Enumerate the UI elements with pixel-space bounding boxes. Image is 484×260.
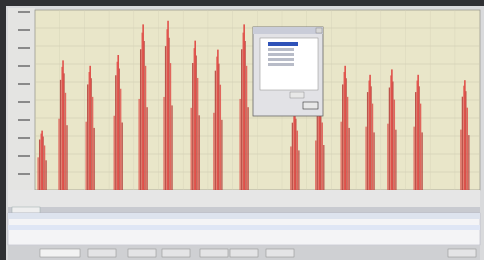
table-row[interactable] [8, 225, 480, 230]
dialog-ok-button[interactable] [303, 102, 318, 109]
toolbar-button[interactable] [200, 249, 228, 257]
page: (() => { const data = JSON.parse(documen… [0, 0, 484, 260]
list-item[interactable] [268, 53, 294, 56]
tab[interactable] [12, 207, 40, 213]
x-axis-panel [8, 190, 480, 207]
y-tick-label [18, 101, 30, 103]
toolbar-button[interactable] [266, 249, 294, 257]
y-axis-panel [8, 8, 35, 190]
dialog-titlebar [253, 27, 323, 34]
tab-strip [8, 207, 480, 213]
screen [0, 0, 484, 260]
toolbar-button[interactable] [128, 249, 156, 257]
dialog-close[interactable] [316, 28, 322, 33]
y-tick-label [18, 29, 30, 31]
toolbar-button[interactable] [88, 249, 116, 257]
y-tick-label [18, 65, 30, 67]
close-button[interactable] [448, 249, 476, 257]
y-tick-label [18, 173, 30, 175]
list-item[interactable] [268, 63, 294, 66]
table-header [8, 213, 480, 219]
dropdown[interactable] [40, 249, 80, 257]
y-tick-label [18, 83, 30, 85]
dialog-button[interactable] [290, 92, 304, 98]
toolbar-button[interactable] [230, 249, 258, 257]
y-tick-label [18, 137, 30, 139]
y-tick-label [18, 47, 30, 49]
dialog [253, 27, 323, 116]
list-item-selected[interactable] [268, 42, 298, 46]
y-tick-label [18, 155, 30, 157]
y-tick-label [18, 11, 30, 13]
list-item[interactable] [268, 58, 294, 61]
list-item[interactable] [268, 48, 294, 51]
toolbar-button[interactable] [162, 249, 190, 257]
y-tick-label [18, 119, 30, 121]
